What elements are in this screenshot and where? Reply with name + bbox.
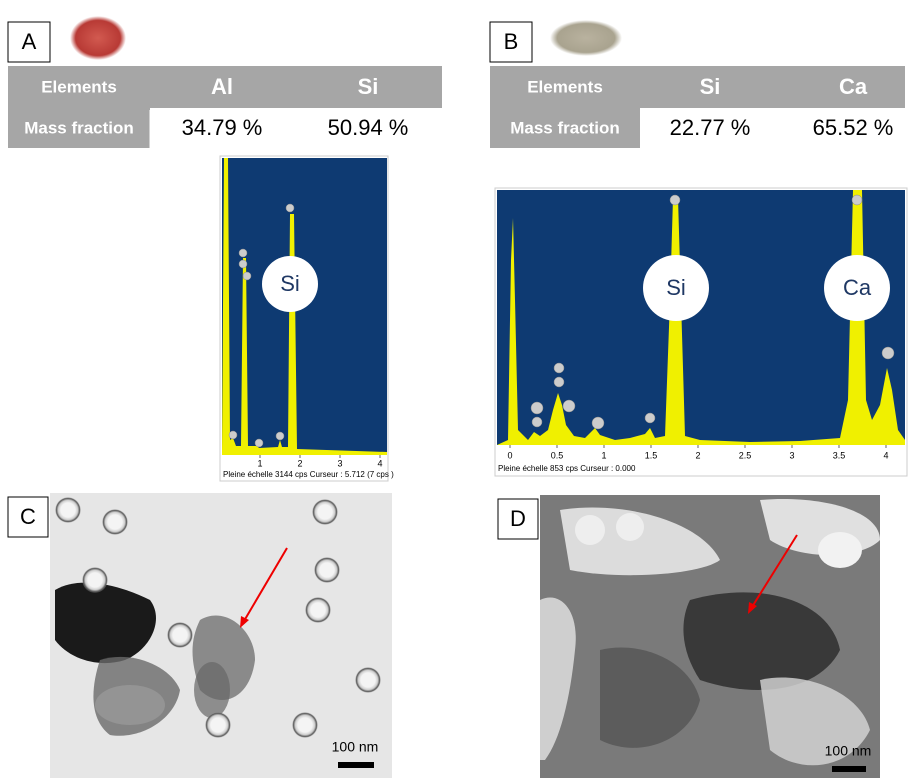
table-header-cell: Al bbox=[211, 74, 233, 99]
table-cell: 22.77 % bbox=[670, 115, 751, 140]
powder-sample bbox=[70, 16, 126, 60]
panel-label: A bbox=[22, 29, 37, 54]
axis-tick-label: 2 bbox=[695, 450, 700, 460]
panel-label: C bbox=[20, 504, 36, 529]
table-header-cell: Elements bbox=[41, 77, 117, 96]
figure: A Elements Al Si Mass fraction 34.79 % 5… bbox=[0, 0, 911, 780]
table-cell: 50.94 % bbox=[328, 115, 409, 140]
axis-tick-label: 1 bbox=[601, 450, 606, 460]
axis-tick-label: 0.5 bbox=[551, 450, 564, 460]
table-cell: Mass fraction bbox=[510, 118, 620, 137]
table-header-cell: Ca bbox=[839, 74, 868, 99]
table-cell: Mass fraction bbox=[24, 118, 134, 137]
spectrum-footer: Pleine échelle 853 cps Curseur : 0.000 bbox=[498, 464, 636, 473]
powder-sample bbox=[550, 20, 622, 56]
panel-label: B bbox=[504, 29, 519, 54]
scale-bar bbox=[338, 762, 374, 768]
spectrum-footer: Pleine échelle 3144 cps Curseur : 5.712 … bbox=[223, 470, 394, 479]
axis-tick-label: 4 bbox=[377, 458, 382, 468]
axis-tick-label: 3 bbox=[789, 450, 794, 460]
table-header-cell: Elements bbox=[527, 77, 603, 96]
axis-tick-label: 0 bbox=[507, 450, 512, 460]
scale-bar bbox=[832, 766, 866, 772]
table-cell: 34.79 % bbox=[182, 115, 263, 140]
axis-tick-label: 3 bbox=[337, 458, 342, 468]
element-label: Si bbox=[280, 271, 300, 296]
table-header-cell: Si bbox=[358, 74, 379, 99]
axis-tick-label: 3.5 bbox=[833, 450, 846, 460]
table-cell: 65.52 % bbox=[813, 115, 894, 140]
panel-label: D bbox=[510, 506, 526, 531]
element-label: Ca bbox=[843, 275, 872, 300]
axis-tick-label: 4 bbox=[883, 450, 888, 460]
axis-tick-label: 2 bbox=[297, 458, 302, 468]
table-header-cell: Si bbox=[700, 74, 721, 99]
scale-bar-label: 100 nm bbox=[332, 739, 379, 755]
axis-tick-label: 2.5 bbox=[739, 450, 752, 460]
axis-tick-label: 1 bbox=[257, 458, 262, 468]
element-label: Si bbox=[666, 275, 686, 300]
scale-bar-label: 100 nm bbox=[825, 743, 872, 759]
axis-tick-label: 1.5 bbox=[645, 450, 658, 460]
